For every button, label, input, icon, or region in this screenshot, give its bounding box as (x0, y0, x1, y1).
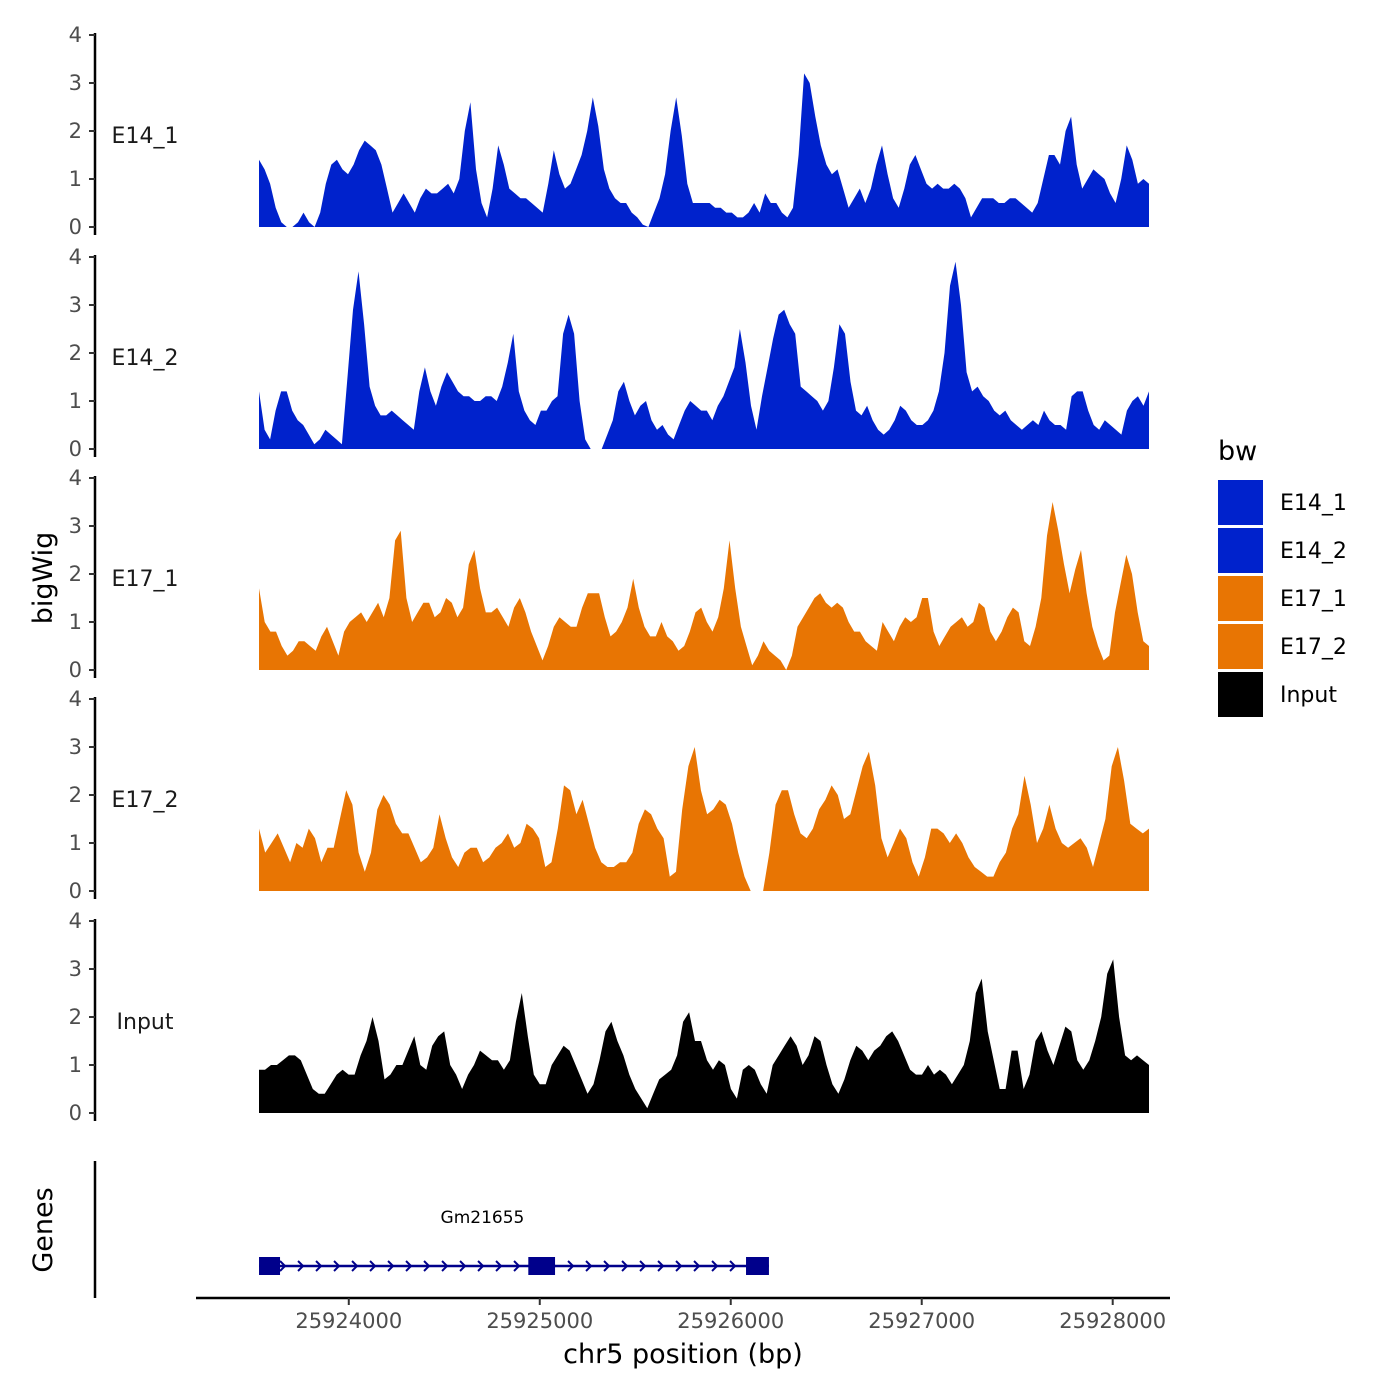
y-tick-label: 0 (69, 1101, 82, 1125)
strand-arrow (621, 1260, 629, 1272)
legend-item-E17_1: E17_1 (1218, 576, 1347, 621)
y-tick-label: 2 (69, 341, 82, 365)
strand-arrow (387, 1260, 395, 1272)
strand-arrow (477, 1260, 485, 1272)
strand-arrow (279, 1260, 287, 1272)
x-tick-label: 25927000 (868, 1309, 975, 1333)
gene-label: Gm21655 (441, 1208, 525, 1228)
strand-arrow (567, 1260, 575, 1272)
signal-area-E17_2 (259, 747, 1149, 891)
legend-label: E14_2 (1280, 539, 1347, 564)
strand-arrow (351, 1260, 359, 1272)
y-tick-label: 3 (69, 957, 82, 981)
y-tick-label: 1 (69, 831, 82, 855)
strand-arrow (693, 1260, 701, 1272)
track-label: E14_2 (112, 346, 179, 371)
strand-arrow (711, 1260, 719, 1272)
y-tick-label: 2 (69, 562, 82, 586)
y-tick-label: 4 (69, 245, 82, 269)
legend-label: E14_1 (1280, 491, 1347, 516)
strand-arrow (729, 1260, 737, 1272)
y-tick-label: 1 (69, 1053, 82, 1077)
track-E17_2: 0 1 2 3 4 E17_2 (69, 687, 1149, 903)
gene-track: Gm21655 (93, 1161, 769, 1298)
y-tick-label: 0 (69, 215, 82, 239)
legend-swatch (1218, 672, 1263, 717)
strand-arrow (333, 1260, 341, 1272)
y-tick-label: 4 (69, 23, 82, 47)
signal-tracks: 0 1 2 3 4 E14_1 0 1 2 3 4 E14_2 0 1 2 3 4 E17_1 0 1 2 3 4 E17_2… (69, 23, 1149, 1125)
strand-arrow (675, 1260, 683, 1272)
y-axis-title: bigWig (28, 532, 59, 625)
legend: E14_1 E14_2 E17_1 E17_2 Input (1218, 480, 1347, 717)
y-tick-label: 1 (69, 167, 82, 191)
legend-label: Input (1280, 683, 1337, 708)
strand-arrow (423, 1260, 431, 1272)
track-E17_1: 0 1 2 3 4 E17_1 (69, 466, 1149, 682)
track-Input: 0 1 2 3 4 Input (69, 909, 1149, 1125)
legend-item-E14_1: E14_1 (1218, 480, 1347, 525)
strand-arrow (585, 1260, 593, 1272)
legend-swatch (1218, 528, 1263, 573)
legend-swatch (1218, 624, 1263, 669)
strand-arrow (657, 1260, 665, 1272)
y-tick-label: 4 (69, 687, 82, 711)
legend-item-Input: Input (1218, 672, 1337, 717)
strand-arrow (441, 1260, 449, 1272)
y-tick-label: 2 (69, 1005, 82, 1029)
strand-arrow (297, 1260, 305, 1272)
legend-item-E17_2: E17_2 (1218, 624, 1347, 669)
legend-item-E14_2: E14_2 (1218, 528, 1347, 573)
legend-swatch (1218, 576, 1263, 621)
genes-track-title: Genes (28, 1187, 59, 1272)
y-tick-label: 4 (69, 909, 82, 933)
track-label: E14_1 (112, 124, 179, 149)
legend-label: E17_1 (1280, 587, 1347, 612)
y-tick-label: 3 (69, 293, 82, 317)
track-E14_1: 0 1 2 3 4 E14_1 (69, 23, 1149, 239)
y-tick-label: 3 (69, 514, 82, 538)
y-tick-label: 1 (69, 610, 82, 634)
strand-arrow (495, 1260, 503, 1272)
x-tick-label: 25928000 (1059, 1309, 1166, 1333)
gene-Gm21655: Gm21655 (259, 1208, 769, 1275)
x-tick-label: 25926000 (677, 1309, 784, 1333)
y-tick-label: 1 (69, 389, 82, 413)
strand-arrow (459, 1260, 467, 1272)
track-label: E17_1 (112, 567, 179, 592)
signal-area-Input (259, 959, 1149, 1113)
signal-area-E14_1 (259, 73, 1149, 228)
y-tick-label: 0 (69, 437, 82, 461)
strand-arrow (369, 1260, 377, 1272)
legend-swatch (1218, 480, 1263, 525)
strand-arrow (603, 1260, 611, 1272)
strand-arrow (405, 1260, 413, 1272)
gene-exon (746, 1257, 769, 1275)
track-E14_2: 0 1 2 3 4 E14_2 (69, 245, 1149, 461)
x-tick-label: 25924000 (295, 1309, 402, 1333)
strand-arrow (639, 1260, 647, 1272)
legend-title: bw (1218, 436, 1257, 467)
y-tick-label: 0 (69, 879, 82, 903)
y-tick-label: 3 (69, 71, 82, 95)
strand-arrow (315, 1260, 323, 1272)
signal-area-E14_2 (259, 261, 1149, 449)
signal-area-E17_1 (259, 502, 1149, 670)
y-tick-label: 4 (69, 466, 82, 490)
legend-label: E17_2 (1280, 635, 1347, 660)
track-label: E17_2 (112, 788, 179, 813)
gene-exon (259, 1257, 281, 1275)
x-axis: 25924000 25925000 25926000 25927000 25928000 (196, 1296, 1170, 1333)
y-tick-label: 3 (69, 735, 82, 759)
x-tick-label: 25925000 (486, 1309, 593, 1333)
x-axis-title: chr5 position (bp) (563, 1339, 803, 1370)
y-tick-label: 2 (69, 783, 82, 807)
strand-arrow (513, 1260, 521, 1272)
track-label: Input (117, 1010, 174, 1035)
gene-exon (528, 1257, 556, 1275)
y-tick-label: 2 (69, 119, 82, 143)
y-tick-label: 0 (69, 658, 82, 682)
